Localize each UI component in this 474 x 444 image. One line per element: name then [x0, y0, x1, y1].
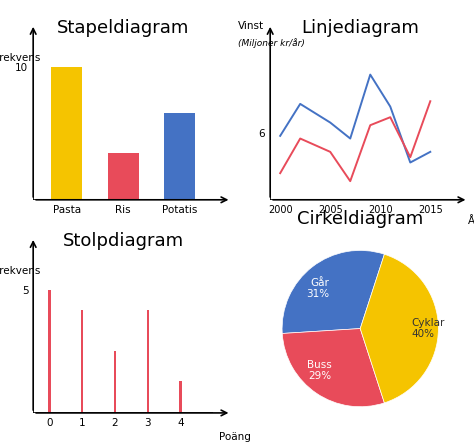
Bar — [81, 309, 83, 413]
Title: Stolpdiagram: Stolpdiagram — [63, 232, 184, 250]
Bar — [52, 67, 82, 200]
Text: Buss
29%: Buss 29% — [307, 360, 332, 381]
Text: Frekvens: Frekvens — [0, 266, 40, 276]
Bar — [114, 352, 116, 413]
Wedge shape — [360, 254, 438, 403]
Wedge shape — [282, 250, 384, 333]
Text: År: År — [468, 216, 474, 226]
Title: Cirkeldiagram: Cirkeldiagram — [297, 210, 423, 228]
Bar — [108, 153, 139, 200]
Text: Poäng: Poäng — [219, 432, 251, 442]
Bar — [48, 290, 51, 413]
Text: Går
31%: Går 31% — [306, 278, 329, 299]
Title: Stapeldiagram: Stapeldiagram — [57, 19, 190, 37]
Bar — [164, 113, 195, 200]
Bar — [146, 309, 149, 413]
Wedge shape — [282, 329, 384, 407]
Bar — [179, 381, 182, 413]
Text: Cyklar
40%: Cyklar 40% — [411, 318, 445, 339]
Text: Vinst: Vinst — [238, 21, 264, 31]
Title: Linjediagram: Linjediagram — [301, 19, 419, 37]
Text: Frekvens: Frekvens — [0, 53, 40, 63]
Text: (Miljoner kr/år): (Miljoner kr/år) — [238, 38, 305, 48]
